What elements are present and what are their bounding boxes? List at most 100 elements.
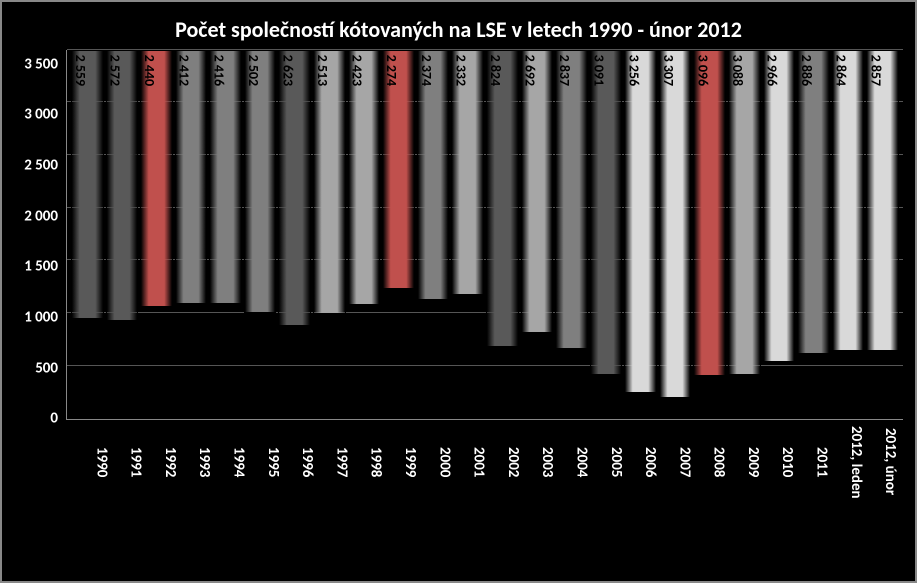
bar-value-label: 3 088 <box>729 55 746 87</box>
bar-slot: 2 572 <box>106 50 139 419</box>
bar-value-label: 3 091 <box>591 55 608 87</box>
bar: 2 559 <box>71 50 104 320</box>
x-tick: 1996 <box>284 420 316 499</box>
bar-slot: 2 440 <box>140 50 173 419</box>
x-tick: 1991 <box>112 420 144 499</box>
bar: 3 091 <box>590 50 623 376</box>
x-tick: 2001 <box>455 420 487 499</box>
bar-slot: 2 559 <box>71 50 104 419</box>
bar: 2 374 <box>417 50 450 300</box>
y-tick: 1 000 <box>24 311 58 326</box>
bar-value-label: 2 416 <box>210 55 227 87</box>
x-tick: 2010 <box>764 420 796 499</box>
x-tick: 2005 <box>592 420 624 499</box>
bar-slot: 3 091 <box>590 50 623 419</box>
bar-value-label: 2 274 <box>383 55 400 87</box>
y-tick: 1 500 <box>24 260 58 275</box>
bar: 2 623 <box>278 50 311 327</box>
bar: 2 274 <box>382 50 415 290</box>
x-tick: 2006 <box>627 420 659 499</box>
bar: 2 572 <box>106 50 139 321</box>
x-tick: 2009 <box>730 420 762 499</box>
bar-value-label: 2 864 <box>833 55 850 87</box>
plot: 2 559 2 572 2 440 2 412 2 416 2 502 2 6232 513… <box>66 50 903 420</box>
bar-slot: 2 824 <box>486 50 519 419</box>
bar-slot: 2 423 <box>348 50 381 419</box>
bar: 2 423 <box>348 50 381 305</box>
bar-slot: 2 623 <box>278 50 311 419</box>
bar: 2 864 <box>832 50 865 352</box>
x-tick: 2004 <box>558 420 590 499</box>
bar-slot: 2 513 <box>313 50 346 419</box>
bar: 2 513 <box>313 50 346 315</box>
bar-value-label: 2 440 <box>141 55 158 87</box>
bar-value-label: 2 857 <box>867 55 884 87</box>
bar-slot: 2 886 <box>797 50 830 419</box>
x-tick: 1995 <box>249 420 281 499</box>
plot-area: 05001 0001 5002 0002 5003 0003 500 2 559… <box>14 50 903 420</box>
bar: 2 440 <box>140 50 173 307</box>
y-tick: 500 <box>35 361 58 376</box>
bar: 2 837 <box>555 50 588 349</box>
x-tick: 1994 <box>215 420 247 499</box>
x-axis: 1990199119921993199419951996199719981999… <box>74 420 903 499</box>
bar-slot: 2 412 <box>175 50 208 419</box>
y-tick: 2 500 <box>24 158 58 173</box>
bar-value-label: 2 513 <box>314 55 331 87</box>
x-tick: 1997 <box>318 420 350 499</box>
bar-slot: 2 837 <box>555 50 588 419</box>
bar: 2 332 <box>451 50 484 296</box>
bar-value-label: 2 692 <box>522 55 539 87</box>
bar-value-label: 2 423 <box>349 55 366 87</box>
x-tick: 2012, leden <box>833 420 865 499</box>
y-tick: 2 000 <box>24 209 58 224</box>
x-tick: 2008 <box>695 420 727 499</box>
bar-value-label: 2 837 <box>556 55 573 87</box>
bar: 2 412 <box>175 50 208 304</box>
bar: 3 096 <box>693 50 726 376</box>
x-tick: 1993 <box>181 420 213 499</box>
bar-value-label: 2 559 <box>72 55 89 87</box>
x-tick: 1999 <box>387 420 419 499</box>
y-tick: 0 <box>50 412 58 427</box>
bar-value-label: 2 332 <box>452 55 469 87</box>
bar-slot: 2 332 <box>451 50 484 419</box>
x-tick: 2007 <box>661 420 693 499</box>
chart-title: Počet společností kótovaných na LSE v le… <box>14 16 903 44</box>
bar: 3 256 <box>624 50 657 393</box>
bar-value-label: 2 824 <box>487 55 504 87</box>
bar: 2 692 <box>521 50 554 334</box>
bar-value-label: 2 572 <box>107 55 124 87</box>
y-tick: 3 500 <box>24 57 58 72</box>
bar: 2 966 <box>763 50 796 363</box>
x-tick: 1998 <box>352 420 384 499</box>
bar-value-label: 2 502 <box>245 55 262 87</box>
x-tick: 2000 <box>421 420 453 499</box>
bar-value-label: 2 966 <box>764 55 781 87</box>
bar-value-label: 2 886 <box>798 55 815 87</box>
bar: 3 307 <box>659 50 692 399</box>
bar-value-label: 2 374 <box>418 55 435 87</box>
bar-slot: 2 857 <box>866 50 899 419</box>
bar: 2 824 <box>486 50 519 348</box>
chart-container: Počet společností kótovaných na LSE v le… <box>0 0 917 583</box>
x-tick: 1990 <box>78 420 110 499</box>
y-tick: 3 000 <box>24 108 58 123</box>
x-tick: 2002 <box>490 420 522 499</box>
bar: 2 416 <box>209 50 242 305</box>
x-tick: 2011 <box>798 420 830 499</box>
bar-slot: 2 274 <box>382 50 415 419</box>
bar-value-label: 2 412 <box>176 55 193 87</box>
x-tick: 2003 <box>524 420 556 499</box>
x-tick: 1992 <box>147 420 179 499</box>
bar: 2 886 <box>797 50 830 354</box>
bar-value-label: 3 307 <box>660 55 677 87</box>
bar: 3 088 <box>728 50 761 376</box>
bar-slot: 3 088 <box>728 50 761 419</box>
bar-slot: 2 502 <box>244 50 277 419</box>
x-tick: 2012, únor <box>867 420 899 499</box>
bar-slot: 2 864 <box>832 50 865 419</box>
bar-slot: 3 307 <box>659 50 692 419</box>
bar-value-label: 3 096 <box>694 55 711 87</box>
bar-slot: 2 966 <box>763 50 796 419</box>
